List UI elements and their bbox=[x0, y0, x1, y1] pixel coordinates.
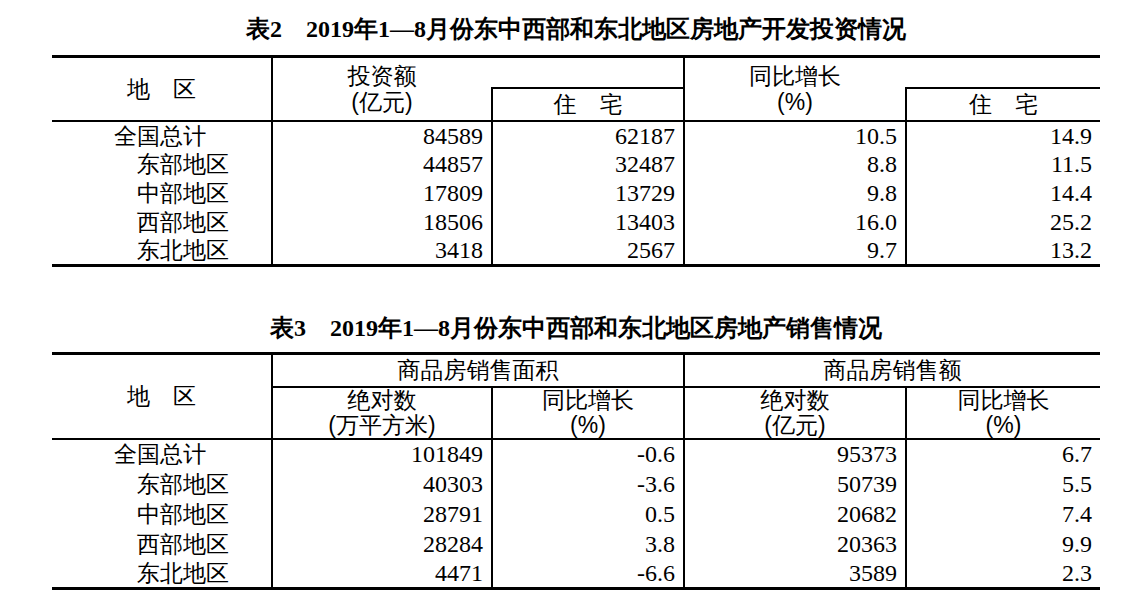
sales-table: 地 区 商品房销售面积 商品房销售额 绝对数 (万平方米) 同比增长 (%) 绝… bbox=[52, 352, 1100, 590]
area-growth-cell: 3.8 bbox=[492, 529, 684, 559]
yoy-growth-unit: (%) bbox=[685, 89, 905, 115]
area-growth-cell: -3.6 bbox=[492, 469, 684, 499]
floor-space-group-header: 商品房销售面积 bbox=[272, 354, 684, 387]
value-growth-cell: 6.7 bbox=[906, 439, 1100, 469]
area-growth-cell: -0.6 bbox=[492, 439, 684, 469]
table-row: 全国总计 101849 -0.6 95373 6.7 bbox=[52, 439, 1100, 469]
area-growth-cell: 0.5 bbox=[492, 499, 684, 529]
investment-residential-cell: 62187 bbox=[492, 121, 684, 150]
growth-cell: 10.5 bbox=[684, 121, 906, 150]
investment-amount-unit: (亿元) bbox=[273, 89, 491, 115]
region-cell: 东部地区 bbox=[52, 469, 272, 499]
table-row: 全国总计 84589 62187 10.5 14.9 bbox=[52, 121, 1100, 150]
value-growth-cell: 2.3 bbox=[906, 559, 1100, 589]
area-cell: 40303 bbox=[272, 469, 492, 499]
value-cell: 20682 bbox=[684, 499, 906, 529]
value-cell: 3589 bbox=[684, 559, 906, 589]
value-growth-subheader: 同比增长 (%) bbox=[906, 387, 1100, 439]
value-cell: 20363 bbox=[684, 529, 906, 559]
value-cell: 95373 bbox=[684, 439, 906, 469]
value-growth-cell: 7.4 bbox=[906, 499, 1100, 529]
sales-value-group-header: 商品房销售额 bbox=[684, 354, 1100, 387]
area-abs-label: 绝对数 bbox=[273, 388, 491, 413]
table-row: 东北地区 3418 2567 9.7 13.2 bbox=[52, 237, 1100, 266]
table3-header-row-1: 地 区 商品房销售面积 商品房销售额 bbox=[52, 354, 1100, 387]
region-cell: 东北地区 bbox=[52, 559, 272, 589]
investment-cell: 17809 bbox=[272, 179, 492, 208]
growth-residential-cell: 14.4 bbox=[906, 179, 1100, 208]
region-cell: 东部地区 bbox=[52, 150, 272, 179]
table-row: 中部地区 17809 13729 9.8 14.4 bbox=[52, 179, 1100, 208]
region-cell: 中部地区 bbox=[52, 179, 272, 208]
region-cell: 西部地区 bbox=[52, 529, 272, 559]
investment-cell: 44857 bbox=[272, 150, 492, 179]
table2-header-row-1: 地 区 投资额 (亿元) 同比增长 (%) bbox=[52, 57, 1100, 88]
table-row: 东部地区 40303 -3.6 50739 5.5 bbox=[52, 469, 1100, 499]
area-growth-subheader: 同比增长 (%) bbox=[492, 387, 684, 439]
growth-cell: 16.0 bbox=[684, 208, 906, 237]
value-growth-cell: 9.9 bbox=[906, 529, 1100, 559]
investment-residential-cell: 32487 bbox=[492, 150, 684, 179]
growth-cell: 9.8 bbox=[684, 179, 906, 208]
residential-box-spacer bbox=[492, 57, 684, 88]
region-cell: 西部地区 bbox=[52, 208, 272, 237]
yoy-growth-label: 同比增长 bbox=[685, 63, 905, 89]
area-cell: 4471 bbox=[272, 559, 492, 589]
value-cell: 50739 bbox=[684, 469, 906, 499]
yoy-growth-header: 同比增长 (%) bbox=[684, 57, 906, 121]
value-abs-unit: (亿元) bbox=[685, 413, 905, 438]
growth-residential-cell: 14.9 bbox=[906, 121, 1100, 150]
region-cell: 东北地区 bbox=[52, 237, 272, 266]
area-growth-label: 同比增长 bbox=[493, 388, 683, 413]
investment-cell: 84589 bbox=[272, 121, 492, 150]
investment-cell: 3418 bbox=[272, 237, 492, 266]
region-cell: 中部地区 bbox=[52, 499, 272, 529]
investment-residential-cell: 2567 bbox=[492, 237, 684, 266]
area-growth-cell: -6.6 bbox=[492, 559, 684, 589]
table3-title: 表3 2019年1—8月份东中西部和东北地区房地产销售情况 bbox=[52, 314, 1100, 342]
region-header: 地 区 bbox=[52, 57, 272, 121]
value-growth-unit: (%) bbox=[907, 413, 1100, 438]
table-row: 西部地区 28284 3.8 20363 9.9 bbox=[52, 529, 1100, 559]
region-cell: 全国总计 bbox=[52, 439, 272, 469]
area-abs-unit: (万平方米) bbox=[273, 413, 491, 438]
area-cell: 101849 bbox=[272, 439, 492, 469]
value-abs-label: 绝对数 bbox=[685, 388, 905, 413]
investment-cell: 18506 bbox=[272, 208, 492, 237]
area-cell: 28791 bbox=[272, 499, 492, 529]
table-row: 西部地区 18506 13403 16.0 25.2 bbox=[52, 208, 1100, 237]
table2-title: 表2 2019年1—8月份东中西部和东北地区房地产开发投资情况 bbox=[52, 15, 1100, 43]
growth-residential-cell: 25.2 bbox=[906, 208, 1100, 237]
growth-residential-subheader: 住 宅 bbox=[906, 88, 1100, 121]
value-growth-cell: 5.5 bbox=[906, 469, 1100, 499]
investment-amount-header: 投资额 (亿元) bbox=[272, 57, 492, 121]
growth-residential-cell: 11.5 bbox=[906, 150, 1100, 179]
residential-box-spacer-2 bbox=[906, 57, 1100, 88]
area-growth-unit: (%) bbox=[493, 413, 683, 438]
investment-residential-subheader: 住 宅 bbox=[492, 88, 684, 121]
investment-residential-cell: 13729 bbox=[492, 179, 684, 208]
growth-cell: 8.8 bbox=[684, 150, 906, 179]
value-abs-subheader: 绝对数 (亿元) bbox=[684, 387, 906, 439]
table-row: 东部地区 44857 32487 8.8 11.5 bbox=[52, 150, 1100, 179]
region-cell: 全国总计 bbox=[52, 121, 272, 150]
value-growth-label: 同比增长 bbox=[907, 388, 1100, 413]
document-page: 表2 2019年1—8月份东中西部和东北地区房地产开发投资情况 地 区 投资额 … bbox=[0, 0, 1126, 604]
area-abs-subheader: 绝对数 (万平方米) bbox=[272, 387, 492, 439]
region-header: 地 区 bbox=[52, 354, 272, 439]
table-row: 东北地区 4471 -6.6 3589 2.3 bbox=[52, 559, 1100, 589]
investment-amount-label: 投资额 bbox=[273, 63, 491, 89]
investment-residential-cell: 13403 bbox=[492, 208, 684, 237]
growth-residential-cell: 13.2 bbox=[906, 237, 1100, 266]
investment-table: 地 区 投资额 (亿元) 同比增长 (%) 住 宅 住 宅 全国总计 84589 bbox=[52, 55, 1100, 267]
area-cell: 28284 bbox=[272, 529, 492, 559]
growth-cell: 9.7 bbox=[684, 237, 906, 266]
table-row: 中部地区 28791 0.5 20682 7.4 bbox=[52, 499, 1100, 529]
